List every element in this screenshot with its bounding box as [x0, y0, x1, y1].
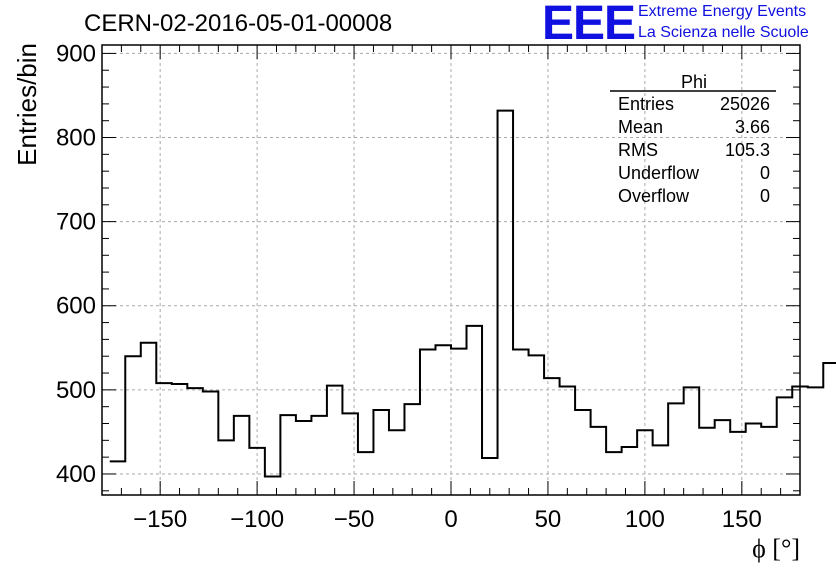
histogram-bin — [823, 363, 836, 495]
x-tick-label: −50 — [334, 506, 375, 533]
histogram-bin — [684, 387, 700, 495]
histogram-bin — [141, 343, 157, 495]
histogram-bin — [730, 432, 746, 495]
histogram-bin — [404, 404, 420, 495]
stats-mean-value: 3.66 — [735, 117, 770, 137]
x-tick-label: 100 — [625, 506, 665, 533]
histogram-bin — [761, 427, 777, 495]
histogram-bin — [172, 384, 188, 495]
x-tick-label: 50 — [535, 506, 562, 533]
x-tick-label: −100 — [230, 506, 284, 533]
y-axis-label: Entries/bin — [12, 43, 42, 166]
x-tick-label: 150 — [722, 506, 762, 533]
x-axis-label: ϕ [°] — [752, 534, 800, 563]
histogram-bin — [668, 403, 684, 495]
histogram-bin — [622, 447, 638, 495]
chart-title: CERN-02-2016-05-01-00008 — [84, 10, 393, 37]
stats-overflow-label: Overflow — [618, 186, 690, 206]
histogram-bin — [311, 416, 327, 495]
histogram-bin — [575, 410, 591, 495]
histogram-bin — [187, 388, 203, 495]
histogram-bin — [513, 349, 529, 495]
stats-rms-label: RMS — [618, 140, 658, 160]
stats-underflow-label: Underflow — [618, 163, 700, 183]
stats-title: Phi — [681, 72, 707, 92]
histogram-bin — [544, 378, 560, 495]
histogram-bin — [467, 326, 483, 495]
histogram-bin — [296, 421, 312, 495]
histogram-bin — [342, 413, 358, 495]
stats-rms-value: 105.3 — [725, 140, 770, 160]
stats-entries-label: Entries — [618, 94, 674, 114]
y-tick-label: 900 — [56, 40, 96, 67]
histogram-bin — [389, 430, 405, 495]
histogram-bin — [435, 345, 451, 495]
stats-underflow-value: 0 — [760, 163, 770, 183]
histogram-bin — [327, 386, 343, 495]
y-tick-label: 500 — [56, 377, 96, 404]
histogram-bin — [203, 392, 219, 495]
histogram-bin — [373, 410, 389, 495]
x-tick-label: −150 — [133, 506, 187, 533]
histogram-bin — [746, 424, 762, 495]
eee-logo: EEE — [542, 0, 636, 50]
histogram-bin — [560, 386, 576, 495]
histogram-bin — [808, 387, 824, 495]
stats-overflow-value: 0 — [760, 186, 770, 206]
eee-logo-line2: La Scienza nelle Scuole — [638, 24, 809, 41]
histogram-series — [109, 109, 836, 478]
histogram-bin — [156, 383, 172, 495]
histogram-bin — [699, 428, 715, 495]
histogram-bin — [218, 440, 234, 495]
histogram-bin — [715, 420, 731, 495]
histogram-bin — [591, 427, 607, 495]
histogram-bin — [110, 461, 126, 495]
histogram-bin — [234, 416, 250, 495]
histogram-bin — [280, 415, 296, 495]
eee-logo-line1: Extreme Energy Events — [638, 3, 807, 20]
y-tick-label: 600 — [56, 293, 96, 320]
y-tick-label: 400 — [56, 461, 96, 488]
y-tick-label: 800 — [56, 125, 96, 152]
histogram-bin — [653, 445, 669, 495]
histogram-bin — [498, 111, 514, 495]
stats-mean-label: Mean — [618, 117, 663, 137]
y-tick-label: 700 — [56, 209, 96, 236]
histogram-bin — [451, 349, 467, 495]
histogram-bin — [777, 397, 793, 495]
histogram-bin — [420, 349, 436, 495]
histogram-bin — [265, 476, 281, 495]
stats-entries-value: 25026 — [720, 94, 770, 114]
x-tick-label: 0 — [444, 506, 457, 533]
